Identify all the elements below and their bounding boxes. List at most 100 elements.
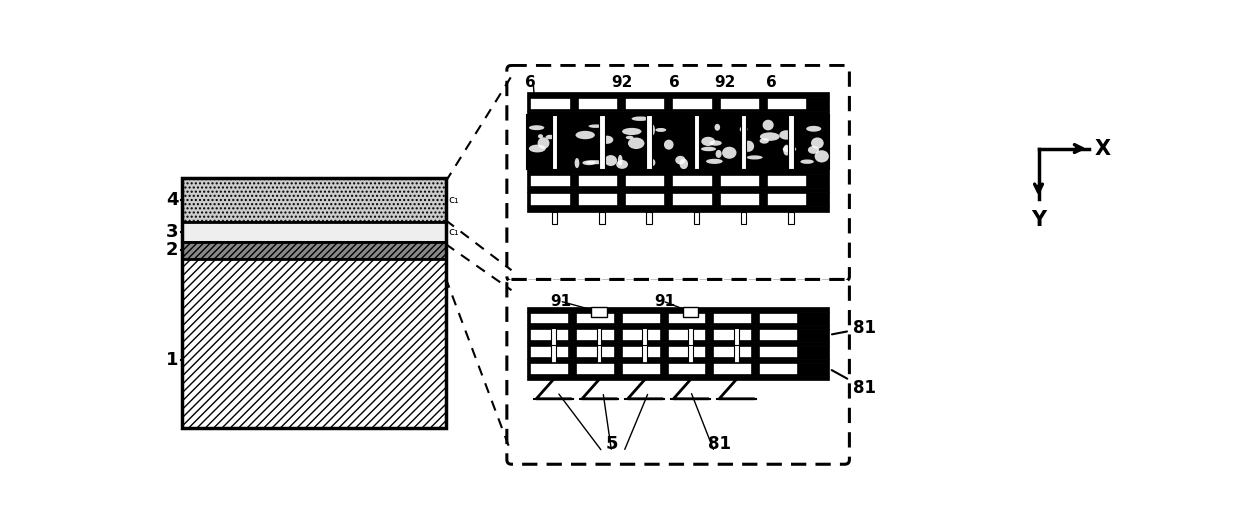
- Ellipse shape: [631, 117, 649, 121]
- Bar: [642, 328, 647, 346]
- Bar: [667, 329, 707, 341]
- Bar: [552, 212, 557, 224]
- Text: Y: Y: [1030, 210, 1047, 230]
- Text: c₁: c₁: [448, 195, 459, 205]
- Bar: [766, 98, 807, 110]
- Bar: [766, 193, 807, 205]
- Ellipse shape: [722, 147, 737, 159]
- Bar: [672, 98, 713, 110]
- Text: 92: 92: [714, 75, 735, 90]
- Text: 6: 6: [670, 75, 680, 90]
- Bar: [527, 359, 830, 363]
- Bar: [527, 169, 830, 174]
- Bar: [578, 193, 618, 205]
- Bar: [577, 329, 615, 341]
- Bar: [596, 328, 601, 346]
- Bar: [667, 363, 707, 375]
- Bar: [759, 312, 797, 324]
- Text: 4: 4: [166, 191, 179, 209]
- Ellipse shape: [650, 124, 655, 136]
- Bar: [742, 115, 746, 169]
- Ellipse shape: [546, 135, 556, 139]
- Ellipse shape: [702, 137, 715, 146]
- Ellipse shape: [709, 140, 722, 146]
- Bar: [599, 115, 605, 169]
- Bar: [622, 363, 661, 375]
- Ellipse shape: [811, 137, 823, 149]
- Bar: [693, 212, 699, 224]
- Text: 3: 3: [166, 223, 179, 241]
- Ellipse shape: [784, 145, 790, 155]
- Ellipse shape: [815, 150, 828, 162]
- Bar: [719, 193, 760, 205]
- Ellipse shape: [538, 137, 549, 149]
- Ellipse shape: [676, 156, 686, 164]
- Bar: [683, 307, 698, 317]
- Ellipse shape: [740, 126, 748, 132]
- Bar: [719, 98, 760, 110]
- Ellipse shape: [622, 128, 641, 135]
- Bar: [713, 329, 753, 341]
- FancyBboxPatch shape: [507, 65, 849, 281]
- Bar: [759, 329, 797, 341]
- Ellipse shape: [763, 120, 774, 130]
- Bar: [688, 345, 693, 363]
- Ellipse shape: [575, 131, 595, 139]
- Bar: [527, 307, 830, 312]
- Text: 91: 91: [653, 294, 675, 309]
- Bar: [182, 259, 445, 428]
- Ellipse shape: [529, 125, 544, 130]
- Ellipse shape: [656, 128, 666, 132]
- Bar: [577, 363, 615, 375]
- Bar: [577, 312, 615, 324]
- Bar: [527, 174, 830, 188]
- Bar: [527, 312, 830, 325]
- Bar: [578, 98, 618, 110]
- Bar: [552, 115, 557, 169]
- Ellipse shape: [760, 138, 769, 144]
- Ellipse shape: [808, 146, 820, 154]
- Bar: [591, 307, 606, 317]
- Ellipse shape: [663, 139, 673, 149]
- Bar: [789, 212, 794, 224]
- Bar: [527, 97, 830, 111]
- Bar: [642, 345, 647, 363]
- Bar: [182, 222, 445, 242]
- Bar: [551, 345, 556, 363]
- Ellipse shape: [800, 160, 813, 164]
- Bar: [646, 115, 652, 169]
- Ellipse shape: [618, 155, 622, 165]
- Ellipse shape: [587, 160, 604, 164]
- Ellipse shape: [583, 161, 595, 165]
- Bar: [734, 328, 739, 346]
- Bar: [182, 178, 445, 428]
- Ellipse shape: [714, 124, 720, 131]
- Bar: [527, 111, 830, 115]
- Text: 92: 92: [611, 75, 632, 90]
- Bar: [713, 346, 753, 358]
- Bar: [625, 174, 666, 187]
- Ellipse shape: [626, 136, 634, 139]
- Bar: [527, 206, 830, 212]
- Ellipse shape: [601, 136, 614, 144]
- Bar: [759, 346, 797, 358]
- Text: 2: 2: [166, 241, 179, 259]
- Bar: [527, 342, 830, 346]
- Bar: [527, 193, 830, 206]
- Bar: [578, 174, 618, 187]
- Bar: [713, 363, 753, 375]
- Ellipse shape: [529, 145, 546, 153]
- Bar: [527, 115, 830, 169]
- Bar: [622, 312, 661, 324]
- Bar: [531, 363, 569, 375]
- Text: 1: 1: [166, 351, 179, 369]
- Bar: [531, 346, 569, 358]
- Bar: [527, 92, 830, 97]
- Bar: [672, 193, 713, 205]
- Text: 6: 6: [766, 75, 776, 90]
- Bar: [688, 328, 693, 346]
- Text: 7: 7: [534, 185, 547, 203]
- Text: c₁: c₁: [448, 227, 459, 237]
- Bar: [667, 346, 707, 358]
- Bar: [527, 188, 830, 193]
